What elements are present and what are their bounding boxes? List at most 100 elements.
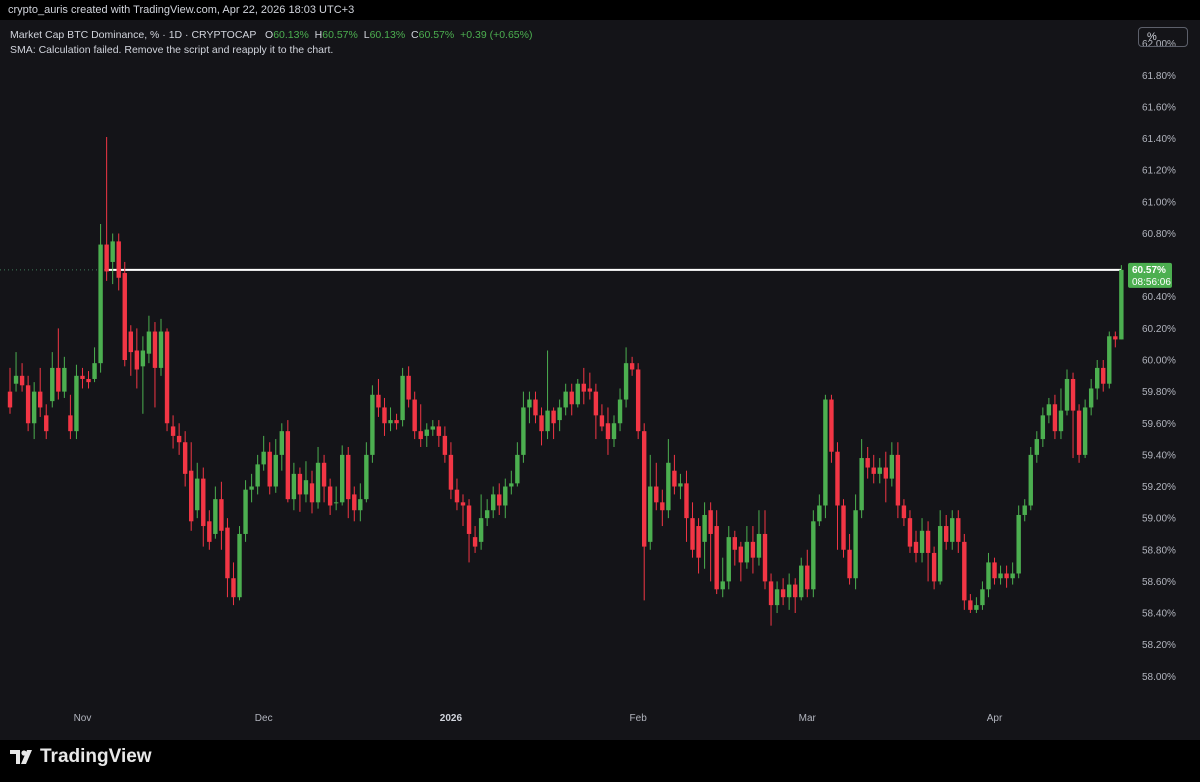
candle [255,454,260,495]
candle-body [13,375,19,384]
unit-selector-button[interactable]: % [1138,27,1188,47]
y-tick-label: 61.80% [1142,71,1176,82]
candle [472,526,478,553]
candle-body [1070,378,1076,411]
candle-body [309,483,315,503]
candle-body [539,415,544,432]
candle-body [201,478,206,527]
candle [285,420,291,503]
candle [750,526,756,574]
candle-body [62,367,67,392]
chart-credit: crypto_auris created with TradingView.co… [8,4,355,16]
candle [86,371,91,389]
candle-body [672,470,677,487]
candle-body [817,505,822,522]
candle [853,494,858,590]
candle [859,439,864,519]
y-tick-label: 59.40% [1142,450,1176,461]
candle [732,530,737,566]
candle-body [394,420,399,424]
candle [309,470,315,514]
y-tick-label: 62.00% [1142,39,1176,50]
candle-body [170,426,176,436]
candle-body [1034,439,1039,455]
candle-body [871,467,876,474]
candle-body [412,399,417,432]
candle-body [756,533,762,558]
candle-body [164,331,170,424]
y-tick-label: 58.00% [1142,672,1176,683]
candle-body [1052,404,1058,432]
x-tick-label: Dec [255,713,273,724]
candle [400,367,405,427]
candle [38,367,43,417]
candle [774,581,780,614]
candle-body [1022,505,1027,515]
candle-body [406,375,411,400]
candle-body [158,331,164,368]
candle [406,366,411,408]
candle-body [376,394,381,408]
candle-body [152,331,158,368]
candle-body [128,331,133,353]
candle-body [629,363,635,370]
candle-body [1082,407,1088,455]
y-tick-label: 60.40% [1142,292,1176,303]
candle-body [913,541,919,553]
candle [678,473,683,500]
y-tick-label: 59.80% [1142,387,1176,398]
candle-body [1076,410,1082,455]
y-tick-label: 58.40% [1142,609,1176,620]
candle [956,510,961,553]
candle-body [56,367,61,392]
candle [158,318,164,376]
candle [201,467,206,547]
candle-body [642,431,647,547]
chart-panel[interactable] [0,20,1200,740]
tradingview-brand: TradingView [40,746,152,767]
candle-body [762,533,768,582]
candle [1010,562,1015,585]
low-label: L [363,29,370,41]
candle-body [231,578,236,598]
close-label: C [411,29,419,41]
candle [780,578,786,606]
indicator-status: SMA: Calculation failed. Remove the scri… [10,44,334,56]
candle-body [708,510,713,534]
candle [110,233,115,285]
y-tick-label: 60.80% [1142,229,1176,240]
candle [931,546,937,590]
candle [599,404,605,432]
candle-body [80,375,85,379]
candle-body [1004,573,1009,579]
high-label: H [314,29,323,41]
candlestick-chart[interactable]: 62.00% 61.80% 61.60% 61.40% 61.20% 61.00% 60.8… [0,0,1200,740]
candle [358,483,363,522]
candle [448,442,454,500]
candle-body [98,244,103,364]
candle-body [563,391,568,408]
candle [1088,378,1094,416]
candle-body [370,394,375,455]
candle [303,461,309,503]
candle [207,510,212,550]
candle-body [654,486,659,503]
candle-body [44,415,49,432]
candle [907,510,913,553]
candle [925,521,931,582]
candle [478,494,484,550]
candle [170,415,176,449]
candle [889,442,895,487]
candle-body [859,458,864,511]
candle-body [388,420,393,424]
symbol-title: Market Cap BTC Dominance, % · 1D · CRYPT… [10,29,257,41]
candle [13,352,19,392]
candle [243,480,248,542]
candle-body [333,502,339,504]
candle-body [50,367,55,402]
candle-body [1095,367,1100,389]
candle-body [424,429,429,436]
candle [835,442,840,550]
candle-body [623,363,629,400]
last-price-tag [1128,262,1172,288]
